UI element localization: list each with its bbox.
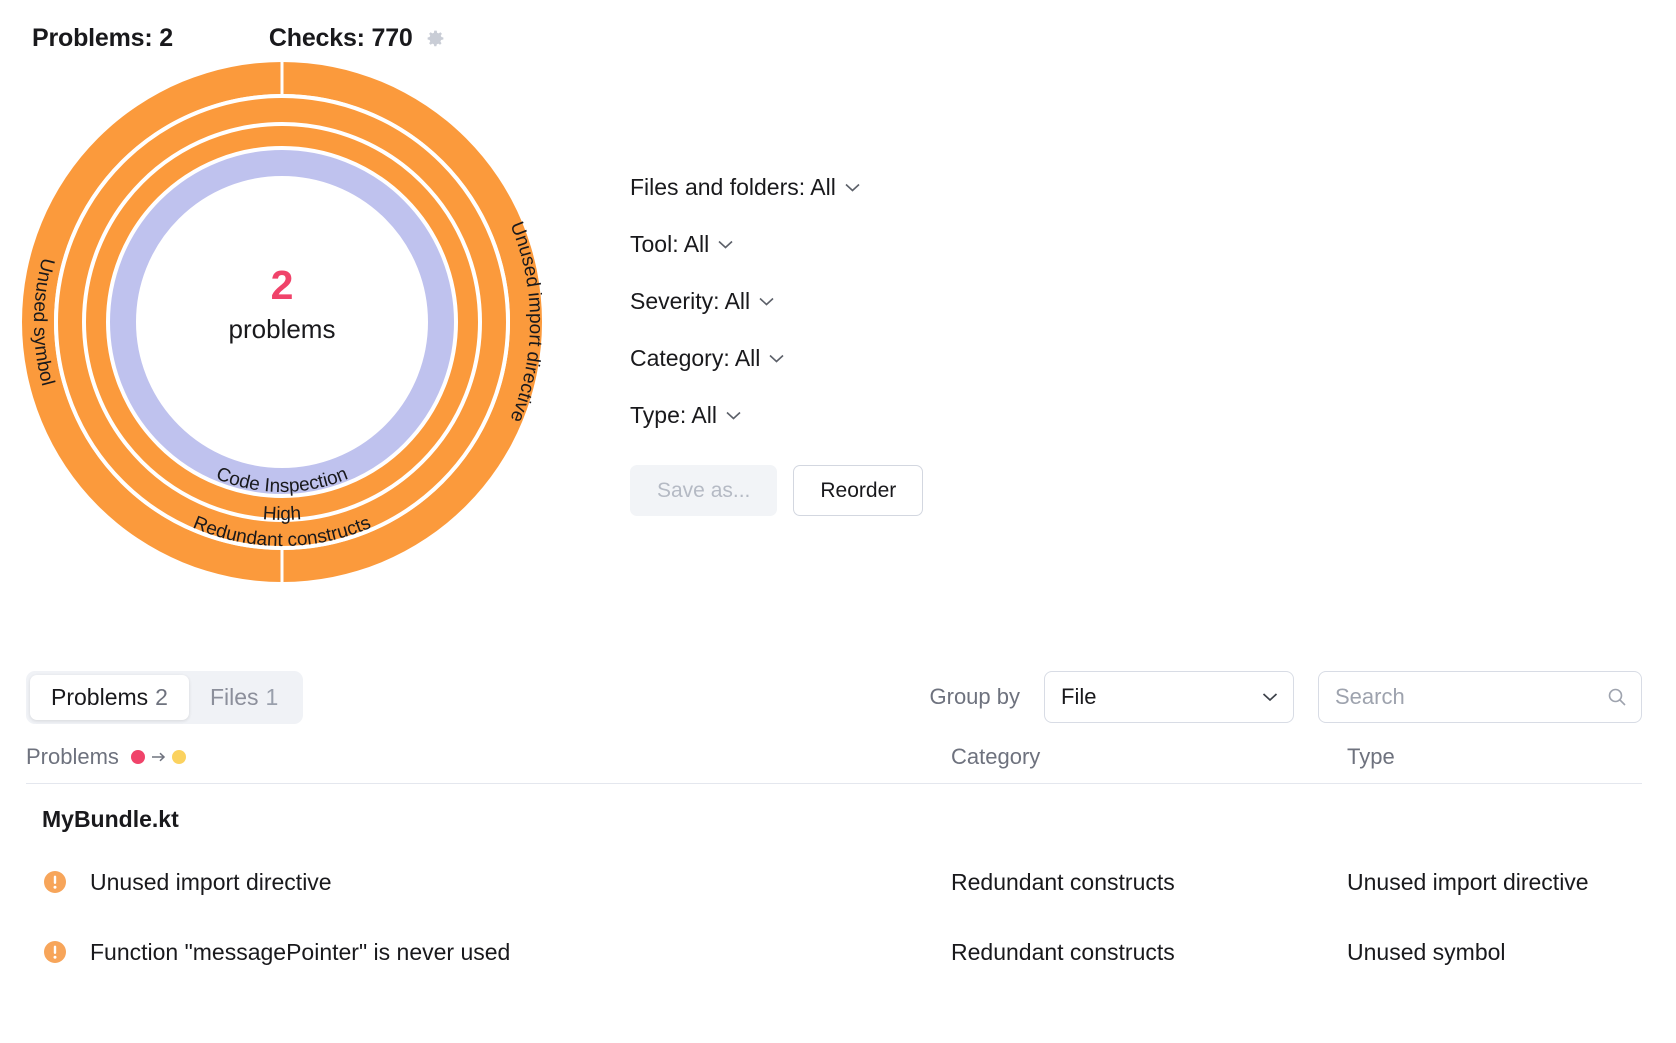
severity-dot-high-icon [130, 749, 145, 764]
column-header-category[interactable]: Category [951, 744, 1347, 770]
tab-files-count: 1 [265, 683, 279, 710]
filter-category[interactable]: Category: All [630, 345, 784, 372]
donut-label-severity: High [262, 503, 302, 525]
problems-count: Problems: 2 [32, 24, 173, 53]
search-icon[interactable] [1607, 687, 1627, 707]
gear-icon[interactable] [425, 28, 446, 49]
donut-ring-tool[interactable] [106, 146, 458, 498]
chevron-down-icon [845, 183, 860, 192]
problems-count-label: Problems: 2 [32, 23, 173, 52]
group-by-select[interactable]: File [1044, 671, 1294, 723]
problem-name: Unused import directive [90, 868, 332, 895]
group-by-value: File [1061, 684, 1097, 709]
warning-icon [42, 869, 68, 895]
toolbar-controls: Group by File [929, 671, 1642, 723]
severity-dot-low-icon [171, 749, 186, 764]
table-row[interactable]: Function "messagePointer" is never used … [26, 917, 1642, 987]
chevron-down-icon [759, 297, 774, 306]
save-as-button[interactable]: Save as... [630, 465, 778, 517]
chevron-down-icon [1262, 692, 1278, 702]
problem-type: Unused import directive [1347, 868, 1589, 895]
problem-cell: Unused import directive [26, 869, 951, 896]
column-header-problems[interactable]: Problems [26, 744, 951, 770]
filter-files-and-folders[interactable]: Files and folders: All [630, 174, 860, 201]
table-header-row: Problems Category Type [26, 730, 1642, 784]
warning-icon [42, 939, 68, 965]
group-by-label: Group by [929, 684, 1021, 709]
filter-severity[interactable]: Severity: All [630, 288, 774, 315]
filter-files-and-folders-label: Files and folders: All [630, 174, 836, 200]
results-tab-group: Problems 2 Files 1 [26, 670, 304, 724]
summary-bar: Problems: 2 Checks: 770 [0, 0, 1676, 62]
severity-sort-indicator[interactable] [130, 749, 186, 764]
problem-category: Redundant constructs [951, 868, 1175, 895]
donut-ring-type[interactable] [22, 62, 542, 582]
arrow-right-icon [151, 751, 166, 763]
tab-files[interactable]: Files 1 [189, 675, 299, 720]
tab-files-label: Files [209, 683, 259, 710]
problem-name: Function "messagePointer" is never used [90, 938, 511, 965]
filter-category-label: Category: All [630, 345, 761, 371]
donut-svg: Code Inspection High Redundant construct… [22, 62, 542, 582]
table-row[interactable]: Unused import directive Redundant constr… [26, 847, 1642, 917]
column-header-type-label: Type [1347, 743, 1395, 769]
filter-tool-label: Tool: All [630, 231, 710, 257]
chevron-down-icon [726, 411, 741, 420]
filter-actions: Save as... Reorder [630, 465, 924, 517]
donut-ring-category[interactable] [54, 94, 510, 550]
search-input[interactable] [1319, 672, 1641, 722]
problems-donut-chart[interactable]: Code Inspection High Redundant construct… [22, 62, 542, 582]
problem-category: Redundant constructs [951, 938, 1175, 965]
column-header-category-label: Category [951, 743, 1041, 769]
overview-section: Code Inspection High Redundant construct… [0, 62, 1676, 622]
filter-tool[interactable]: Tool: All [630, 231, 733, 258]
filter-panel: Files and folders: All Tool: All Severit… [630, 62, 924, 517]
reorder-button[interactable]: Reorder [793, 465, 924, 517]
search-field[interactable] [1318, 671, 1642, 723]
problem-type: Unused symbol [1347, 938, 1506, 965]
filter-type-label: Type: All [630, 402, 717, 428]
problems-table: Problems Category Type MyBundle.kt [0, 730, 1676, 987]
tab-problems-count: 2 [155, 683, 168, 710]
file-group-header[interactable]: MyBundle.kt [42, 806, 179, 832]
problem-cell: Function "messagePointer" is never used [26, 939, 951, 966]
filter-type[interactable]: Type: All [630, 402, 741, 429]
checks-count: Checks: 770 [269, 24, 446, 53]
results-toolbar: Problems 2 Files 1 Group by File [0, 664, 1676, 730]
chevron-down-icon [769, 354, 784, 363]
chevron-down-icon [718, 240, 733, 249]
checks-count-label: Checks: 770 [268, 23, 413, 52]
filter-severity-label: Severity: All [630, 288, 751, 314]
column-header-problems-label: Problems [26, 743, 119, 769]
tab-problems[interactable]: Problems 2 [30, 674, 189, 720]
tab-problems-label: Problems [51, 683, 149, 710]
column-header-type[interactable]: Type [1347, 744, 1642, 770]
donut-ring-severity[interactable] [82, 122, 482, 522]
